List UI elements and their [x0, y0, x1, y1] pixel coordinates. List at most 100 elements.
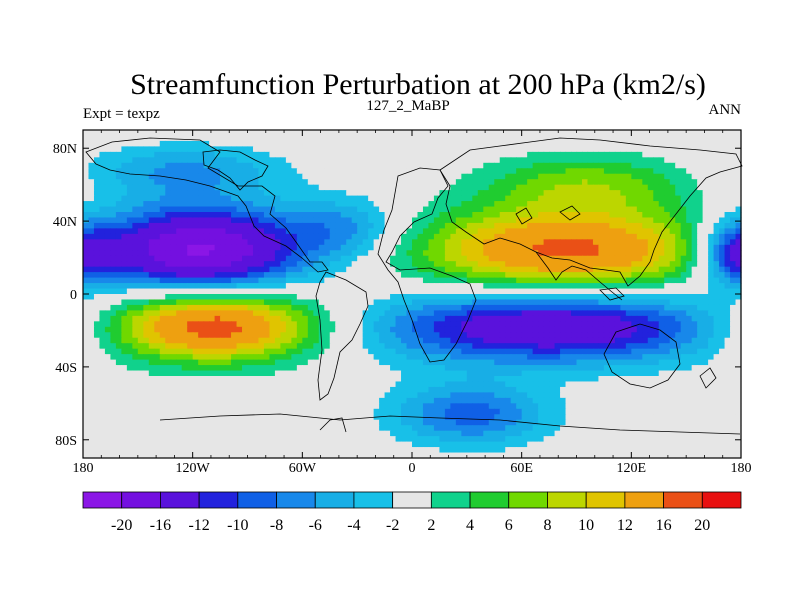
field-cell — [203, 201, 210, 208]
field-cell — [686, 337, 693, 344]
field-cell — [198, 326, 205, 333]
field-cell — [324, 135, 331, 142]
field-cell — [209, 354, 216, 361]
field-cell — [461, 354, 468, 361]
field-cell — [708, 266, 715, 273]
field-cell — [99, 304, 106, 311]
field-cell — [631, 201, 638, 208]
field-cell — [483, 146, 490, 153]
field-cell — [620, 162, 627, 169]
field-cell — [658, 239, 665, 246]
field-cell — [121, 244, 128, 251]
field-cell — [719, 206, 726, 213]
field-cell — [242, 195, 249, 202]
field-cell — [176, 201, 183, 208]
field-cell — [379, 294, 386, 301]
field-cell — [104, 222, 112, 229]
field-cell — [686, 168, 693, 175]
field-cell — [571, 310, 578, 317]
field-cell — [252, 250, 260, 257]
field-cell — [554, 332, 561, 339]
field-cell — [121, 151, 128, 158]
field-cell — [472, 228, 479, 235]
field-cell — [220, 168, 227, 175]
field-cell — [165, 146, 172, 153]
field-cell — [461, 337, 468, 344]
field-cell — [187, 304, 194, 311]
field-cell — [603, 332, 610, 339]
field-cell — [137, 239, 144, 246]
field-cell — [351, 310, 358, 317]
field-cell — [631, 195, 638, 202]
field-cell — [708, 140, 715, 147]
field-cell — [412, 168, 419, 175]
field-cell — [680, 179, 687, 186]
field-cell — [187, 283, 194, 290]
field-cell — [538, 233, 545, 240]
field-cell — [340, 146, 347, 153]
field-cell — [697, 206, 704, 213]
field-cell — [187, 261, 194, 268]
field-cell — [126, 277, 133, 284]
field-cell — [412, 151, 419, 158]
field-cell — [576, 130, 583, 137]
field-cell — [527, 288, 534, 295]
field-cell — [571, 140, 578, 147]
field-cell — [735, 130, 742, 137]
field-cell — [505, 212, 512, 219]
field-cell — [335, 130, 342, 137]
field-cell — [302, 255, 309, 262]
field-cell — [571, 288, 578, 295]
field-cell — [636, 266, 643, 273]
field-cell — [565, 244, 572, 251]
field-cell — [115, 217, 122, 224]
field-cell — [379, 277, 386, 284]
field-cell — [587, 244, 594, 251]
field-cell — [143, 343, 150, 350]
field-cell — [708, 206, 715, 213]
field-cell — [258, 277, 265, 284]
field-cell — [313, 266, 320, 273]
field-cell — [236, 233, 243, 240]
field-cell — [719, 272, 726, 279]
field-cell — [598, 239, 605, 246]
field-cell — [154, 206, 161, 213]
field-cell — [669, 228, 676, 235]
field-cell — [719, 326, 726, 333]
field-cell — [132, 299, 139, 306]
field-cell — [269, 326, 276, 333]
field-cell — [603, 321, 610, 328]
field-cell — [428, 315, 435, 322]
field-cell — [494, 266, 501, 273]
field-cell — [538, 173, 545, 180]
field-cell — [307, 354, 314, 361]
field-cell — [428, 140, 435, 147]
field-cell — [730, 288, 737, 295]
field-cell — [653, 294, 660, 301]
field-cell — [664, 206, 671, 213]
field-cell — [543, 332, 550, 339]
field-cell — [428, 146, 435, 153]
field-cell — [422, 266, 430, 273]
field-cell — [675, 228, 682, 235]
field-cell — [329, 157, 336, 164]
field-cell — [532, 195, 539, 202]
field-cell — [252, 266, 260, 273]
field-cell — [587, 135, 594, 142]
field-cell — [488, 217, 495, 224]
field-cell — [636, 140, 643, 147]
field-cell — [505, 337, 512, 344]
field-cell — [713, 277, 720, 284]
field-cell — [466, 151, 473, 158]
field-cell — [132, 222, 139, 229]
field-cell — [373, 195, 380, 202]
field-cell — [263, 201, 271, 208]
field-cell — [532, 315, 539, 322]
field-cell — [494, 168, 501, 175]
field-cell — [88, 343, 95, 350]
field-cell — [148, 304, 155, 311]
field-cell — [592, 250, 600, 257]
field-cell — [176, 272, 183, 279]
field-cell — [247, 222, 254, 229]
field-cell — [126, 283, 133, 290]
